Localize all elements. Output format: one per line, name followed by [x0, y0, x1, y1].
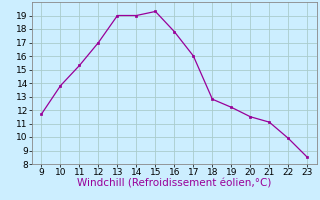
X-axis label: Windchill (Refroidissement éolien,°C): Windchill (Refroidissement éolien,°C): [77, 179, 272, 189]
